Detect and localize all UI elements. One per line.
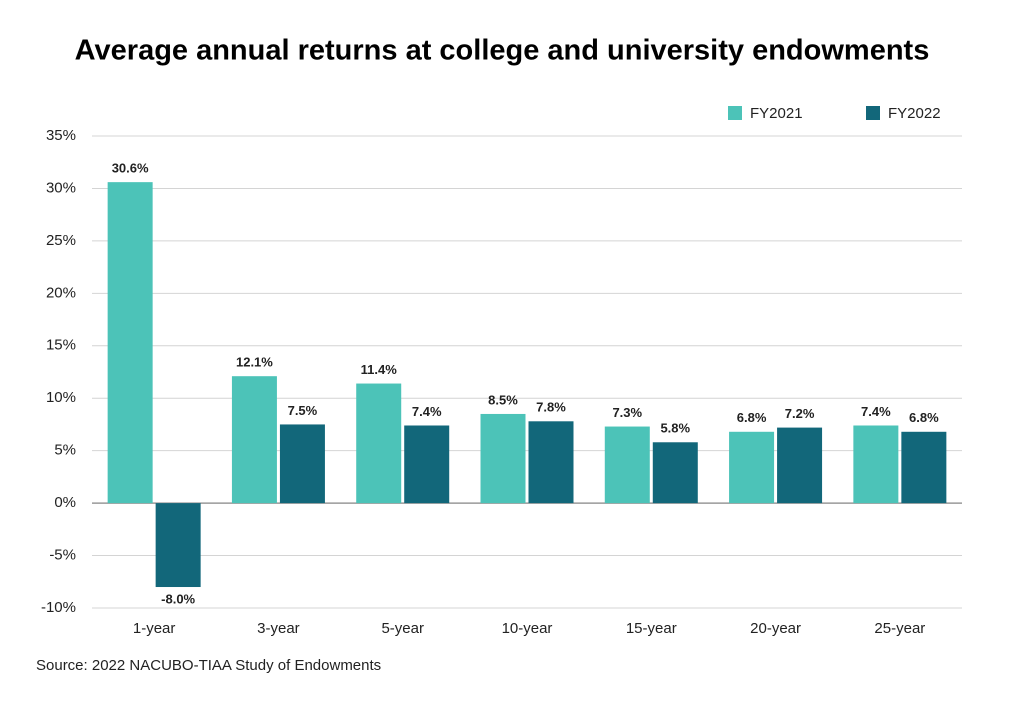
y-tick-label: 5% — [54, 442, 76, 459]
x-tick-label: 3-year — [257, 620, 300, 637]
source-note: Source: 2022 NACUBO-TIAA Study of Endowm… — [36, 657, 381, 674]
value-label: 7.3% — [612, 405, 642, 420]
value-label: -8.0% — [161, 591, 195, 606]
value-label: 11.4% — [361, 362, 398, 377]
x-tick-label: 1-year — [133, 620, 176, 637]
bar — [231, 376, 277, 504]
value-label: 5.8% — [660, 421, 690, 436]
value-label: 30.6% — [112, 161, 149, 176]
y-tick-label: 0% — [54, 494, 76, 511]
bar — [107, 182, 153, 504]
x-tick-label: 5-year — [381, 620, 424, 637]
x-tick-label: 25-year — [874, 620, 925, 637]
value-label: 6.8% — [909, 410, 939, 425]
x-tick-label: 20-year — [750, 620, 801, 637]
legend-swatch — [728, 106, 742, 120]
value-label: 8.5% — [488, 392, 518, 407]
y-tick-label: 10% — [46, 389, 76, 406]
value-label: 6.8% — [737, 410, 767, 425]
bar — [356, 383, 402, 504]
value-label: 7.4% — [861, 404, 891, 419]
y-tick-label: 20% — [46, 284, 76, 301]
bar — [777, 427, 823, 504]
y-tick-label: 15% — [46, 337, 76, 354]
y-tick-label: 25% — [46, 232, 76, 249]
bar — [853, 425, 899, 504]
legend-label: FY2021 — [750, 105, 803, 122]
y-tick-label: 35% — [46, 127, 76, 144]
bar — [528, 421, 574, 504]
value-label: 7.8% — [536, 400, 566, 415]
y-tick-label: 30% — [46, 179, 76, 196]
bar — [604, 426, 650, 504]
bar — [404, 425, 450, 504]
bar — [729, 431, 775, 504]
value-label: 7.2% — [785, 406, 815, 421]
x-tick-label: 15-year — [626, 620, 677, 637]
bar — [279, 424, 325, 504]
y-tick-label: -10% — [41, 599, 76, 616]
chart-title: Average annual returns at college and un… — [75, 35, 930, 67]
legend-label: FY2022 — [888, 105, 941, 122]
bar — [480, 413, 526, 504]
y-tick-label: -5% — [49, 547, 76, 564]
value-label: 7.5% — [288, 403, 318, 418]
bar — [155, 503, 201, 588]
value-label: 12.1% — [236, 355, 273, 370]
value-label: 7.4% — [412, 404, 442, 419]
legend-swatch — [866, 106, 880, 120]
bar — [652, 442, 698, 504]
bar — [901, 431, 947, 504]
x-tick-label: 10-year — [502, 620, 553, 637]
